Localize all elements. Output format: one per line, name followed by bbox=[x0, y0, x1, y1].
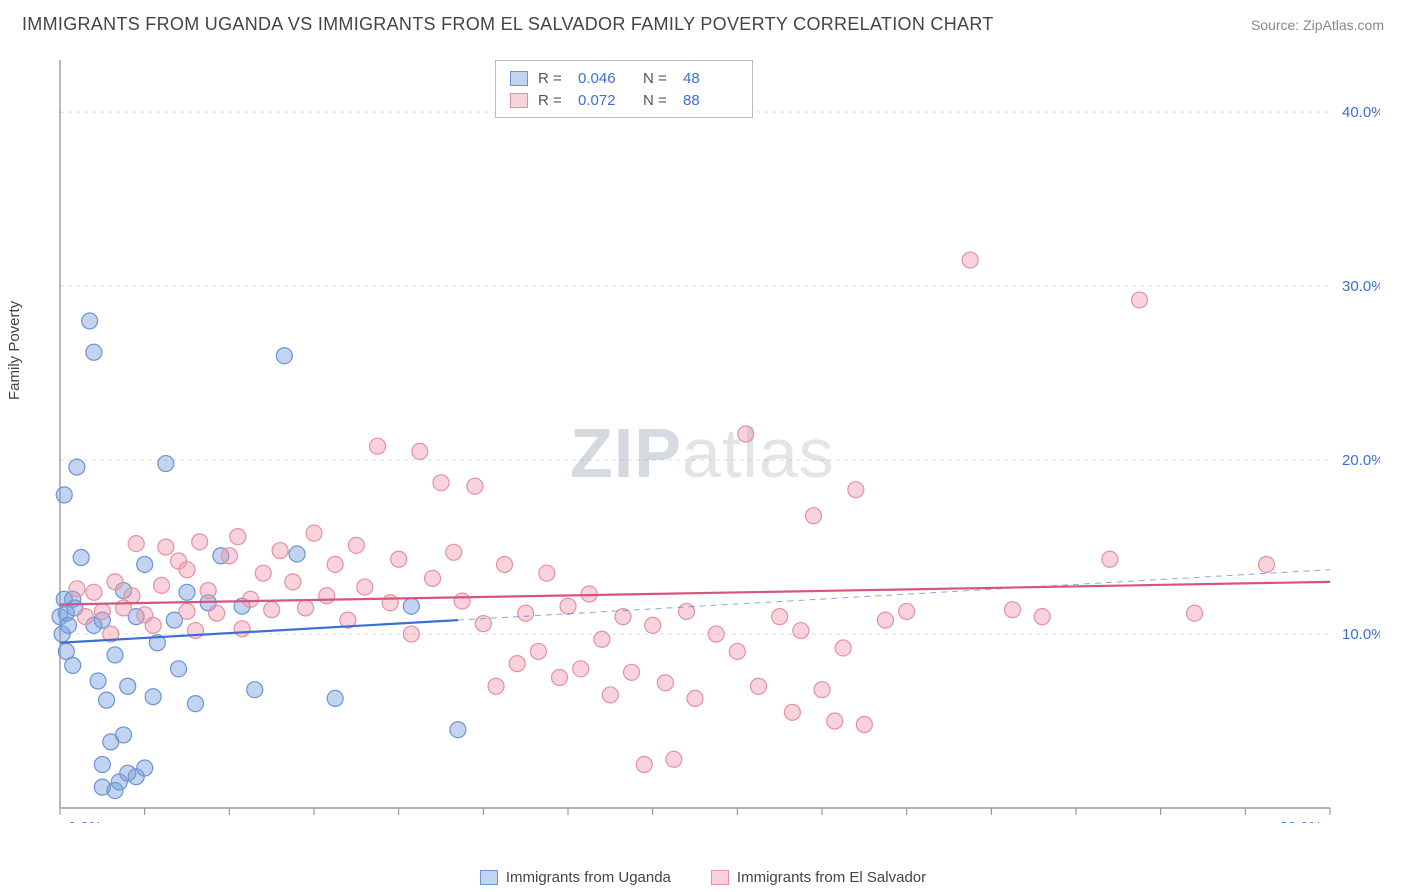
svg-text:30.0%: 30.0% bbox=[1279, 819, 1322, 823]
stats-row: R = 0.072 N = 88 bbox=[510, 89, 738, 111]
chart-title: IMMIGRANTS FROM UGANDA VS IMMIGRANTS FRO… bbox=[22, 14, 994, 35]
r-label: R = bbox=[538, 70, 568, 87]
series-swatch bbox=[510, 93, 528, 108]
n-label: N = bbox=[643, 70, 673, 87]
r-label: R = bbox=[538, 92, 568, 109]
series-name: Immigrants from Uganda bbox=[506, 869, 671, 886]
source-label: Source: ZipAtlas.com bbox=[1251, 17, 1384, 33]
series-legend: Immigrants from Uganda Immigrants from El… bbox=[0, 869, 1406, 886]
y-axis-label: Family Poverty bbox=[6, 301, 23, 400]
r-value: 0.046 bbox=[578, 70, 633, 87]
stats-row: R = 0.046 N = 48 bbox=[510, 67, 738, 89]
svg-text:10.0%: 10.0% bbox=[1342, 626, 1380, 643]
scatter-chart: 10.0% 20.0% 30.0% 40.0% 0.0% 30.0% bbox=[50, 48, 1380, 823]
n-label: N = bbox=[643, 92, 673, 109]
n-value: 48 bbox=[683, 70, 738, 87]
stats-legend: R = 0.046 N = 48 R = 0.072 N = 88 bbox=[495, 60, 753, 118]
svg-text:0.0%: 0.0% bbox=[68, 819, 102, 823]
legend-item: Immigrants from Uganda bbox=[480, 869, 671, 886]
plot-area: 10.0%20.0%30.0%40.0%0.0%30.0% ZIPatlas R… bbox=[50, 48, 1380, 823]
n-value: 88 bbox=[683, 92, 738, 109]
svg-text:40.0%: 40.0% bbox=[1342, 104, 1380, 121]
series-swatch bbox=[480, 870, 498, 885]
r-value: 0.072 bbox=[578, 92, 633, 109]
legend-item: Immigrants from El Salvador bbox=[711, 869, 926, 886]
svg-text:20.0%: 20.0% bbox=[1342, 452, 1380, 469]
series-name: Immigrants from El Salvador bbox=[737, 869, 926, 886]
series-swatch bbox=[711, 870, 729, 885]
series-swatch bbox=[510, 71, 528, 86]
svg-text:30.0%: 30.0% bbox=[1342, 278, 1380, 295]
